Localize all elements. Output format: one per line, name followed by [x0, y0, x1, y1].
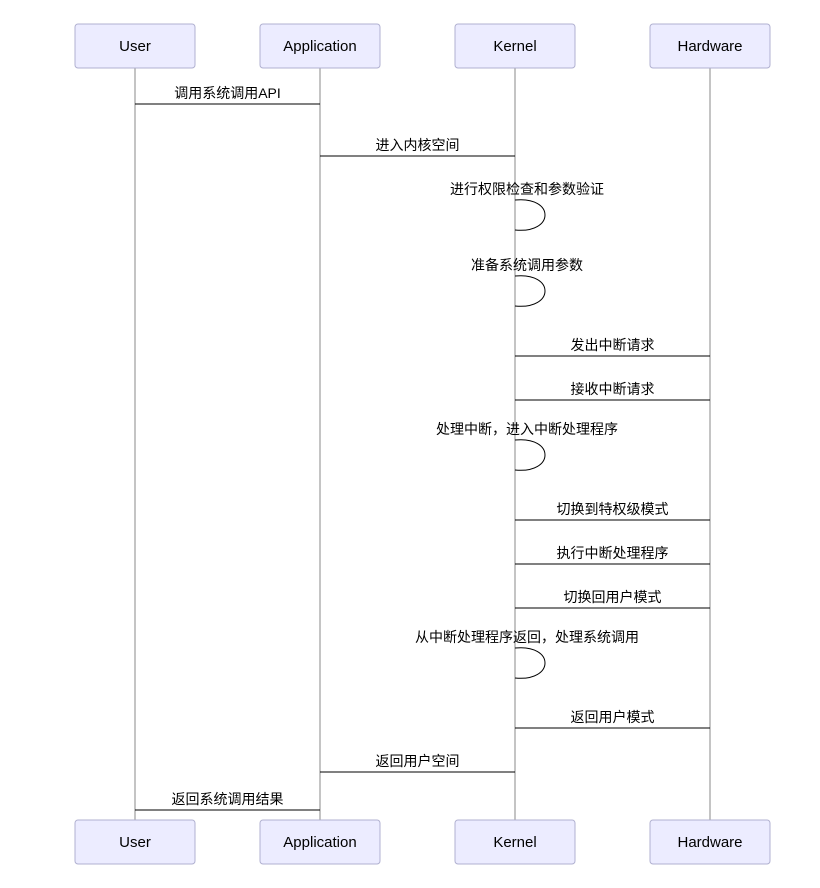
- message-8: 执行中断处理程序: [515, 545, 710, 564]
- message-label: 返回系统调用结果: [172, 791, 284, 807]
- message-label: 接收中断请求: [571, 381, 655, 397]
- participant-label: Kernel: [493, 834, 536, 851]
- message-4: 发出中断请求: [515, 337, 710, 356]
- message-label: 返回用户模式: [571, 709, 655, 725]
- message-12: 返回用户空间: [320, 753, 515, 772]
- message-5: 接收中断请求: [515, 381, 710, 400]
- message-label: 进行权限检查和参数验证: [450, 181, 604, 197]
- message-0: 调用系统调用API: [135, 85, 320, 104]
- message-2: 进行权限检查和参数验证: [450, 181, 604, 230]
- message-label: 处理中断，进入中断处理程序: [436, 421, 618, 437]
- message-label: 进入内核空间: [376, 137, 460, 153]
- participant-label: User: [119, 834, 151, 851]
- participant-kernel: Kernel: [455, 24, 575, 68]
- participant-application: Application: [260, 820, 380, 864]
- participant-application: Application: [260, 24, 380, 68]
- participant-user: User: [75, 820, 195, 864]
- participant-user: User: [75, 24, 195, 68]
- message-1: 进入内核空间: [320, 137, 515, 156]
- message-3: 准备系统调用参数: [471, 257, 583, 306]
- message-label: 发出中断请求: [571, 337, 655, 353]
- message-label: 切换到特权级模式: [557, 501, 669, 517]
- message-7: 切换到特权级模式: [515, 501, 710, 520]
- message-9: 切换回用户模式: [515, 589, 710, 608]
- message-label: 调用系统调用API: [174, 85, 281, 101]
- message-label: 准备系统调用参数: [471, 257, 583, 273]
- message-label: 返回用户空间: [376, 753, 460, 769]
- participant-label: Kernel: [493, 38, 536, 55]
- message-label: 切换回用户模式: [564, 589, 662, 605]
- message-label: 执行中断处理程序: [557, 545, 669, 561]
- message-13: 返回系统调用结果: [135, 791, 320, 810]
- message-label: 从中断处理程序返回，处理系统调用: [415, 629, 639, 645]
- participant-label: User: [119, 38, 151, 55]
- message-11: 返回用户模式: [515, 709, 710, 728]
- participant-hardware: Hardware: [650, 820, 770, 864]
- message-10: 从中断处理程序返回，处理系统调用: [415, 629, 639, 678]
- participant-label: Application: [283, 834, 356, 851]
- participant-hardware: Hardware: [650, 24, 770, 68]
- participant-kernel: Kernel: [455, 820, 575, 864]
- participant-label: Application: [283, 38, 356, 55]
- message-6: 处理中断，进入中断处理程序: [436, 421, 618, 470]
- participant-label: Hardware: [677, 38, 742, 55]
- participant-label: Hardware: [677, 834, 742, 851]
- sequence-diagram: User Application Kernel Hardware User Applica…: [0, 0, 820, 888]
